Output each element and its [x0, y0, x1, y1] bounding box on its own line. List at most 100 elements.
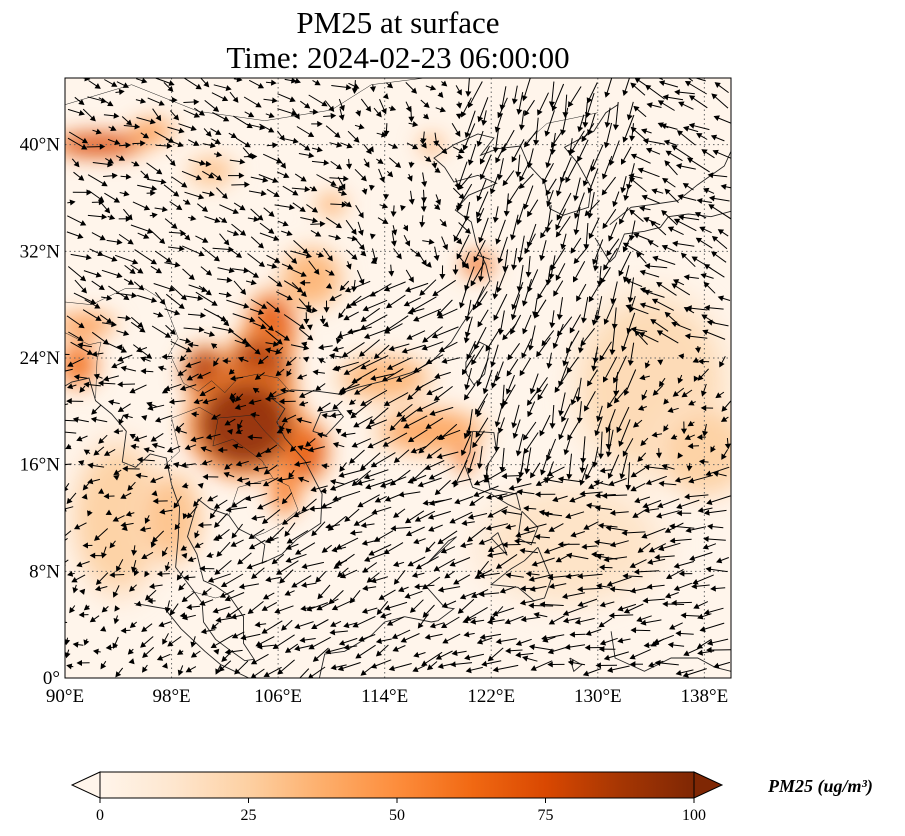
- wind-vector-head: [463, 432, 470, 440]
- wind-vector-head: [637, 547, 644, 553]
- wind-vector-head: [77, 342, 84, 349]
- wind-vector-head: [413, 367, 420, 373]
- wind-vector-head: [643, 507, 650, 514]
- wind-vector-head: [168, 80, 175, 86]
- wind-vector-head: [245, 495, 252, 502]
- wind-vector-head: [648, 661, 655, 668]
- wind-vector-head: [66, 398, 72, 405]
- wind-vector-head: [239, 204, 246, 211]
- wind-vector-head: [307, 334, 314, 341]
- wind-vector-head: [190, 436, 197, 443]
- wind-vector-head: [380, 482, 387, 488]
- lon-tick-label: 90°E: [46, 686, 84, 707]
- wind-vector-head: [548, 583, 555, 590]
- wind-vector-head: [474, 343, 480, 350]
- wind-vector-head: [212, 607, 219, 614]
- wind-vector-head: [564, 643, 571, 651]
- wind-vector-head: [111, 362, 118, 369]
- wind-vector-head: [710, 585, 716, 592]
- wind-vector-head: [658, 480, 665, 487]
- wind-vector-head: [344, 515, 351, 522]
- wind-vector-head: [662, 600, 668, 608]
- wind-vector-head: [433, 140, 440, 147]
- wind-vector-head: [622, 136, 629, 143]
- wind-vector-head: [369, 233, 376, 240]
- wind-vector-head: [628, 306, 635, 313]
- wind-vector-head: [519, 369, 526, 377]
- wind-vector-head: [308, 673, 314, 678]
- wind-vector-head: [436, 310, 443, 317]
- wind-vector-head: [246, 563, 253, 570]
- wind-vector-head: [579, 467, 586, 474]
- wind-vector-head: [310, 486, 317, 493]
- wind-vector-head: [438, 434, 446, 441]
- wind-vector-head: [393, 457, 401, 463]
- wind-vector-head: [78, 611, 85, 618]
- wind-vector-head: [588, 232, 595, 240]
- wind-vector-head: [516, 108, 523, 115]
- wind-vector-head: [556, 314, 563, 321]
- wind-vector-head: [523, 505, 529, 512]
- wind-vector-head: [296, 373, 304, 380]
- wind-vector-head: [669, 523, 675, 530]
- wind-vector-head: [710, 134, 718, 141]
- wind-vector-head: [330, 112, 337, 119]
- wind-vector-head: [711, 93, 718, 100]
- wind-vector-head: [657, 502, 664, 509]
- wind-vector-head: [120, 493, 127, 499]
- wind-vector-head: [185, 346, 192, 353]
- wind-vector: [463, 123, 476, 150]
- wind-vector-head: [158, 100, 165, 106]
- wind-vector-head: [344, 286, 351, 293]
- wind-vector-head: [89, 616, 96, 623]
- wind-vector-head: [688, 477, 695, 484]
- wind-vector-head: [621, 158, 627, 165]
- wind-vector-head: [709, 72, 713, 76]
- wind-vector: [590, 144, 604, 172]
- map-area[interactable]: [45, 71, 756, 683]
- wind-vector-head: [645, 84, 652, 91]
- wind-vector-head: [620, 187, 627, 194]
- wind-vector-head: [130, 443, 137, 450]
- wind-vector-head: [273, 257, 281, 263]
- wind-vector-head: [300, 581, 307, 588]
- wind-vector-head: [387, 171, 394, 178]
- wind-vector-head: [505, 523, 512, 530]
- wind-vector-head: [639, 205, 646, 212]
- wind-vector-head: [289, 204, 296, 211]
- wind-vector-head: [302, 356, 310, 363]
- wind-vector-head: [543, 511, 550, 518]
- wind-vector-head: [603, 318, 610, 325]
- wind-vector-head: [461, 519, 468, 526]
- wind-vector-head: [273, 235, 280, 242]
- wind-vector-head: [231, 632, 239, 639]
- wind-vector-head: [338, 389, 345, 395]
- wind-vector-head: [683, 274, 690, 281]
- wind-vector-head: [717, 295, 724, 302]
- wind-vector-head: [637, 167, 644, 174]
- wind-vector-head: [321, 463, 328, 470]
- wind-vector-head: [114, 605, 121, 612]
- wind-vector-head: [663, 139, 670, 146]
- wind-vector-head: [556, 330, 563, 337]
- wind-vector-head: [285, 360, 292, 367]
- wind-vector-head: [300, 176, 307, 182]
- wind-vector-head: [428, 526, 435, 532]
- wind-vector-head: [555, 190, 562, 197]
- wind-vector-head: [71, 577, 78, 583]
- wind-vector-head: [608, 612, 615, 619]
- wind-vector-head: [703, 509, 710, 516]
- wind-vector-head: [151, 536, 158, 543]
- wind-vector-head: [618, 440, 624, 447]
- wind-vector-head: [378, 594, 385, 600]
- wind-vector-head: [337, 185, 344, 192]
- wind-vector-head: [228, 246, 234, 253]
- wind-vector-head: [402, 225, 408, 232]
- longitude-axis: 90°E 98°E 106°E 114°E 122°E 130°E 138°E: [46, 686, 728, 707]
- wind-vector-head: [526, 241, 533, 248]
- wind-vector-head: [478, 276, 485, 282]
- wind-vector-head: [205, 433, 212, 440]
- wind-vector-head: [630, 485, 637, 492]
- wind-vector-head: [609, 541, 616, 548]
- wind-vector-head: [494, 375, 501, 382]
